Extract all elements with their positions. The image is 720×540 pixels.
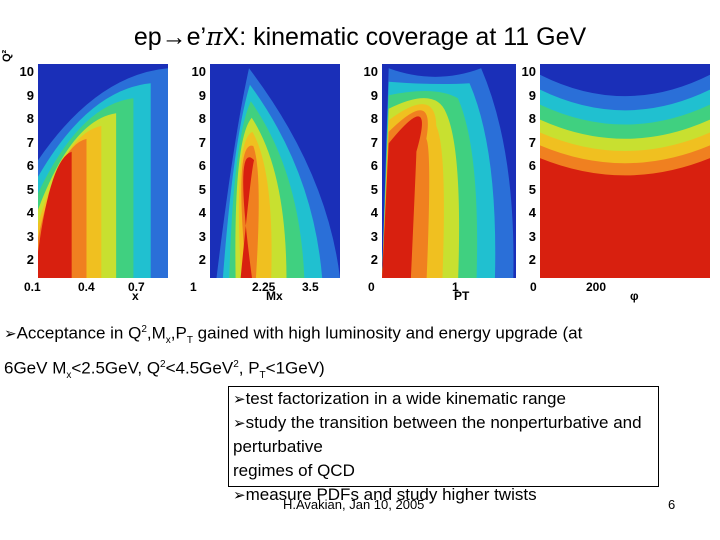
goal-item: ➢study the transition between the nonper…	[233, 413, 642, 456]
slide-title: ep→e’πX: kinematic coverage at 11 GeV	[133, 22, 587, 51]
acceptance-bullet: ➢Acceptance in Q2,Mx,PT gained with high…	[4, 323, 583, 382]
arrow-bullet-icon: ➢	[233, 486, 246, 504]
x-tick-label: 0	[530, 280, 537, 294]
y-tick-label: 7	[198, 134, 206, 150]
y-tick-label: 9	[528, 87, 536, 103]
plot-mx: Mx 10 9 8 7 6 5 4 3 2 1 2.25 3.5	[176, 62, 346, 307]
y-tick-label: 3	[528, 228, 536, 244]
x-tick-label: 1	[452, 280, 459, 294]
goals-box: ➢test factorization in a wide kinematic …	[228, 386, 659, 504]
y-tick-label: 6	[198, 158, 206, 173]
y-tick-label: 5	[198, 181, 206, 197]
y-tick-label: 5	[26, 181, 34, 197]
y-tick-label: 4	[26, 205, 34, 220]
y-tick-label: 7	[26, 134, 34, 150]
x-axis-label: x	[132, 289, 139, 303]
pt-axis-label: PT	[454, 289, 470, 303]
y-tick-label: 8	[26, 111, 34, 126]
y-tick-label: 8	[198, 111, 206, 126]
y-tick-label: 9	[370, 87, 378, 103]
arrow-bullet-icon: ➢	[233, 390, 246, 408]
y-tick-label: 9	[198, 87, 206, 103]
y-tick-label: 3	[370, 228, 378, 244]
y-tick-label: 4	[198, 205, 206, 220]
y-tick-label: 6	[26, 158, 34, 173]
plot-x: x 10 9 8 7 6 5 4 3 2 0.1 0.4 0.7	[6, 62, 176, 307]
y-tick-label: 10	[19, 64, 34, 79]
x-tick-label: 2.25	[252, 280, 276, 294]
y-tick-label: 10	[363, 64, 378, 79]
x-tick-label: 3.5	[302, 280, 319, 294]
contour-plot	[38, 64, 168, 278]
footer-author-date: H.Avakian, Jan 10, 2005	[283, 497, 425, 512]
goal-item-continuation: regimes of QCD	[233, 461, 355, 480]
contour-plot	[540, 64, 710, 278]
page-number: 6	[668, 497, 676, 512]
y-tick-label: 3	[26, 228, 34, 244]
y-tick-label: 4	[528, 205, 536, 220]
contour-plot	[210, 64, 340, 278]
y-tick-label: 7	[528, 134, 536, 150]
arrow-bullet-icon: ➢	[4, 324, 17, 343]
y-tick-label: 10	[191, 64, 206, 79]
y-tick-label: 10	[521, 64, 536, 79]
y-tick-label: 2	[26, 252, 34, 267]
y-tick-label: 5	[370, 181, 378, 197]
y-tick-label: 2	[198, 252, 206, 267]
phi-axis-label: φ	[630, 289, 639, 303]
y-tick-label: 7	[370, 134, 378, 150]
x-tick-label: 0	[368, 280, 375, 294]
y-tick-label: 6	[370, 158, 378, 173]
contour-plot	[382, 64, 516, 278]
q2-axis-label: Q²	[1, 49, 13, 62]
y-tick-label: 2	[370, 252, 378, 267]
y-tick-label: 6	[528, 158, 536, 173]
y-tick-label: 9	[26, 87, 34, 103]
y-tick-label: 5	[528, 181, 536, 197]
x-tick-label: 0.4	[78, 280, 95, 294]
x-tick-label: 1	[190, 280, 197, 294]
goal-item: ➢test factorization in a wide kinematic …	[233, 389, 566, 408]
x-tick-label: 200	[586, 280, 607, 294]
plot-pt: PT 10 9 8 7 6 5 4 3 2 0 1	[346, 62, 516, 307]
x-tick-label: 0.7	[128, 280, 145, 294]
y-tick-label: 8	[370, 111, 378, 126]
y-tick-label: 2	[528, 252, 536, 267]
x-tick-label: 0.1	[24, 280, 41, 294]
y-tick-label: 8	[528, 111, 536, 126]
arrow-bullet-icon: ➢	[233, 414, 246, 432]
plot-phi: φ 10 9 8 7 6 5 4 3 2 0 200	[510, 62, 710, 307]
y-tick-label: 4	[370, 205, 378, 220]
y-tick-label: 3	[198, 228, 206, 244]
mx-axis-label: Mx	[266, 289, 283, 303]
goal-item: ➢measure PDFs and study higher twists	[233, 485, 537, 504]
